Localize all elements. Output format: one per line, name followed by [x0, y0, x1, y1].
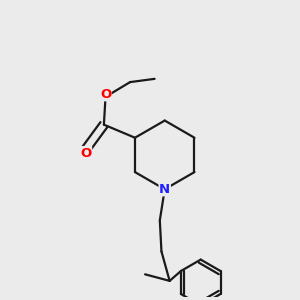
Text: O: O: [100, 88, 111, 101]
Text: O: O: [80, 147, 92, 160]
Text: N: N: [159, 183, 170, 196]
